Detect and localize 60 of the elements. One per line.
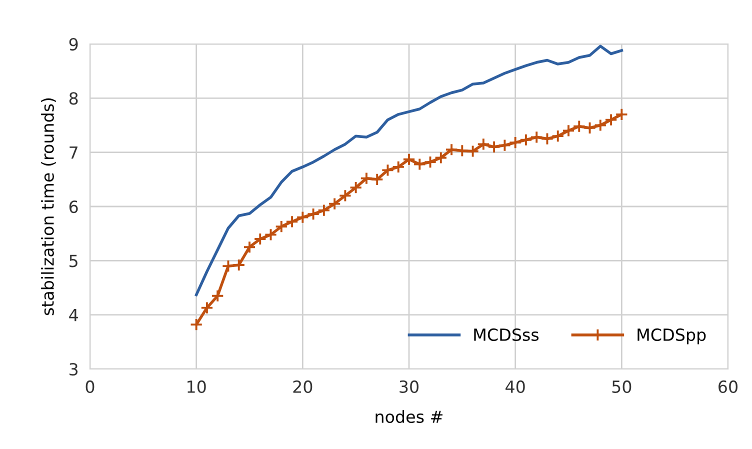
point — [488, 140, 501, 154]
point — [200, 301, 214, 314]
point — [392, 160, 405, 174]
y-tick-label: 9 — [69, 38, 78, 51]
point — [286, 215, 299, 228]
point — [615, 108, 628, 121]
point — [222, 260, 235, 273]
point — [254, 232, 267, 246]
x-tick-label: 50 — [612, 380, 632, 394]
point — [583, 121, 596, 134]
y-tick-label: 6 — [69, 200, 78, 214]
x-tick-label: 60 — [718, 380, 738, 394]
point — [519, 133, 532, 146]
point — [551, 130, 564, 143]
point — [264, 228, 278, 242]
point — [317, 204, 330, 217]
point — [572, 120, 586, 133]
y-tick-label: 4 — [69, 309, 78, 322]
point — [413, 158, 426, 171]
point — [434, 151, 448, 164]
x-tick-label: 20 — [293, 380, 312, 394]
y-tick-label: 7 — [70, 146, 78, 159]
x-axis-title: nodes # — [376, 410, 442, 424]
y-tick-label: 8 — [69, 92, 78, 105]
point — [530, 130, 544, 144]
line-series — [194, 44, 624, 296]
x-tick-label: 30 — [400, 380, 418, 394]
point — [190, 318, 203, 332]
x-tick-label: 10 — [188, 380, 206, 394]
point — [540, 132, 554, 146]
x-tick-label: 0 — [86, 380, 94, 394]
point — [445, 143, 458, 156]
point — [242, 240, 256, 254]
point — [370, 172, 384, 186]
point — [296, 210, 310, 224]
point — [328, 197, 342, 210]
y-tick-label: 5 — [70, 254, 78, 268]
point — [424, 156, 437, 169]
point — [594, 118, 607, 132]
point — [456, 144, 469, 158]
y-axis-title: stabilization time (rounds) — [41, 98, 56, 316]
point — [232, 258, 246, 272]
point — [360, 172, 373, 185]
point — [338, 189, 352, 202]
point — [562, 124, 576, 138]
point — [498, 138, 512, 152]
point — [476, 138, 490, 151]
point — [211, 289, 224, 302]
point — [274, 220, 288, 234]
point — [466, 144, 480, 158]
point — [508, 136, 522, 150]
legend-label: MCDSss — [474, 328, 539, 342]
point — [349, 181, 362, 194]
x-tick-label: 40 — [506, 380, 525, 394]
legend-label: MCDSpp — [638, 328, 706, 344]
y-tick-label: 3 — [70, 362, 78, 376]
point — [306, 208, 320, 221]
point — [604, 113, 618, 126]
point — [381, 164, 394, 177]
point — [402, 152, 416, 166]
